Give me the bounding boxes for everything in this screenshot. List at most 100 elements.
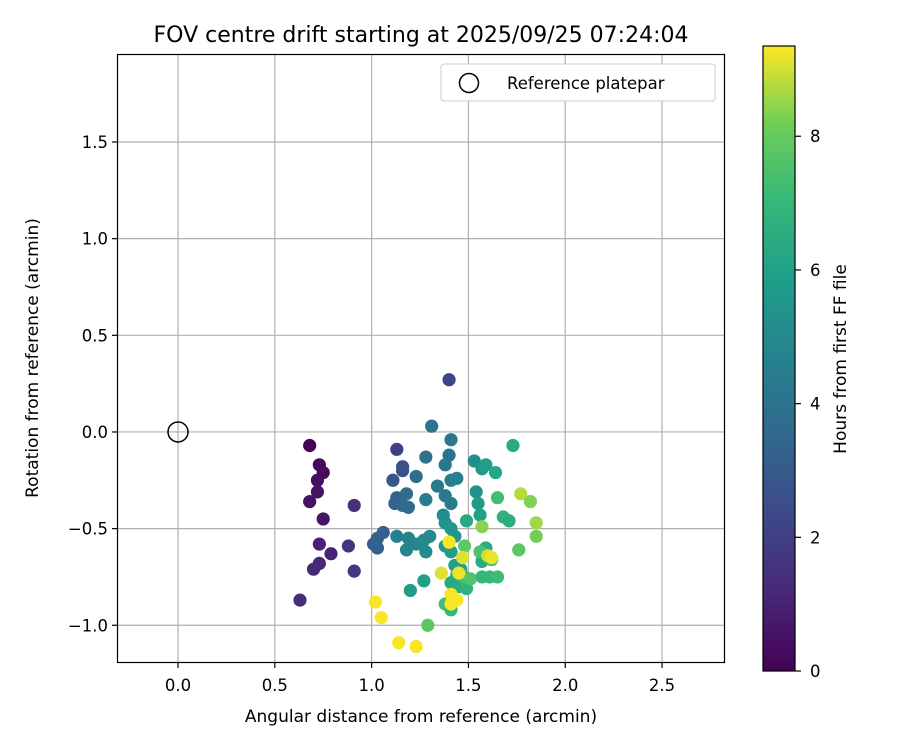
data-point — [399, 487, 414, 501]
data-point — [392, 636, 406, 650]
data-point — [370, 531, 385, 545]
data-point — [488, 465, 503, 480]
data-point — [506, 438, 520, 453]
data-point — [450, 471, 464, 485]
data-point — [469, 485, 483, 499]
colorbar-gradient — [762, 45, 796, 672]
colorbar-tick-label: 8 — [810, 127, 821, 146]
data-point — [485, 551, 499, 565]
data-points — [293, 373, 543, 654]
y-tick-label: 0.0 — [82, 423, 108, 442]
data-point — [324, 547, 338, 561]
data-point — [303, 438, 317, 453]
grid-lines — [118, 55, 724, 662]
data-point — [463, 572, 477, 586]
data-point — [316, 512, 330, 526]
data-point — [419, 493, 433, 507]
data-point — [403, 583, 417, 598]
data-point — [514, 487, 528, 501]
data-point — [502, 514, 516, 528]
data-point — [310, 473, 325, 487]
data-point — [347, 498, 361, 513]
legend-box — [440, 63, 716, 102]
data-point — [490, 491, 505, 505]
data-point — [419, 450, 433, 464]
y-tick-label: 1.0 — [82, 230, 108, 249]
legend-label: Reference platepar — [507, 74, 665, 93]
colorbar: 0 2 4 6 8 Hours from first FF file — [762, 45, 851, 681]
x-tick-label: 2.5 — [649, 676, 675, 695]
x-tick-label: 1.0 — [359, 676, 385, 695]
data-point — [409, 639, 423, 654]
data-point — [459, 514, 474, 528]
data-point — [457, 539, 472, 553]
data-point — [442, 373, 456, 387]
colorbar-tick-label: 4 — [810, 395, 821, 414]
data-point — [471, 496, 485, 511]
data-point — [523, 494, 537, 509]
x-axis-ticks: 0.0 0.5 1.0 1.5 2.0 2.5 — [165, 662, 675, 695]
reference-marker — [167, 421, 189, 443]
legend: Reference platepar — [440, 63, 716, 102]
data-point — [475, 520, 489, 534]
x-axis-label: Angular distance from reference (arcmin) — [245, 707, 597, 727]
data-point — [396, 464, 410, 478]
legend-marker-icon — [458, 72, 480, 94]
plot-frame — [116, 53, 726, 664]
colorbar-tick-label: 0 — [810, 662, 821, 681]
data-point — [438, 458, 452, 472]
colorbar-tick-label: 6 — [810, 261, 821, 280]
data-point — [512, 543, 526, 557]
data-point — [444, 496, 458, 511]
data-point — [293, 593, 307, 607]
colorbar-ticks: 0 2 4 6 8 — [795, 127, 821, 681]
y-tick-label: 0.5 — [82, 326, 108, 345]
data-point — [347, 564, 361, 578]
data-point — [434, 566, 448, 580]
x-tick-label: 0.5 — [262, 676, 288, 695]
data-point — [421, 618, 435, 632]
colorbar-label: Hours from first FF file — [831, 264, 851, 454]
y-tick-label: −1.0 — [68, 616, 108, 635]
data-point — [306, 562, 321, 576]
data-point — [444, 433, 458, 447]
x-tick-label: 0.0 — [165, 676, 191, 695]
data-point — [370, 541, 385, 555]
data-point — [390, 442, 404, 456]
y-tick-label: 1.5 — [82, 133, 108, 152]
data-point — [409, 469, 423, 484]
colorbar-tick-label: 2 — [810, 528, 821, 547]
data-point — [399, 543, 414, 557]
data-point — [310, 485, 325, 499]
data-point — [401, 500, 416, 514]
data-point — [423, 529, 437, 543]
data-point — [417, 574, 431, 588]
data-point — [529, 516, 543, 530]
data-point — [312, 537, 326, 551]
data-point — [386, 473, 400, 487]
data-point — [368, 595, 383, 609]
data-point — [303, 494, 317, 509]
data-point — [374, 610, 388, 625]
reference-point — [167, 421, 189, 443]
x-tick-label: 1.5 — [455, 676, 481, 695]
data-point — [444, 597, 458, 611]
data-point — [490, 570, 505, 584]
data-point — [341, 539, 355, 553]
data-point — [442, 535, 456, 549]
data-point — [430, 479, 445, 493]
x-tick-label: 2.0 — [552, 676, 578, 695]
data-point — [529, 529, 543, 543]
data-point — [473, 508, 487, 522]
data-point — [479, 458, 493, 472]
data-point — [452, 566, 466, 580]
data-point — [390, 529, 404, 543]
y-tick-label: −0.5 — [68, 520, 108, 539]
data-point — [456, 551, 470, 565]
chart-title: FOV centre drift starting at 2025/09/25 … — [154, 23, 689, 48]
y-axis-ticks: −1.0 −0.5 0.0 0.5 1.0 1.5 — [68, 133, 118, 635]
y-axis-label: Rotation from reference (arcmin) — [23, 218, 43, 498]
data-point — [419, 545, 433, 559]
data-point — [425, 419, 439, 433]
